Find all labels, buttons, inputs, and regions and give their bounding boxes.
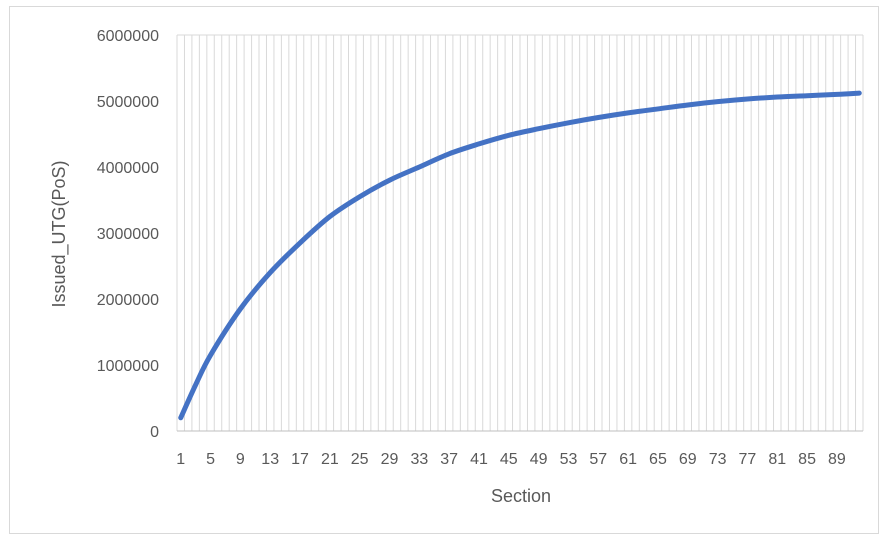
y-tick-label: 4000000 (97, 160, 159, 177)
x-tick-label: 69 (679, 451, 697, 468)
grid-layer (176, 34, 864, 431)
series-line (178, 90, 862, 421)
x-tick-label: 53 (560, 451, 578, 468)
y-tick-label: 1000000 (97, 358, 159, 375)
y-tick-label: 5000000 (97, 94, 159, 111)
x-tick-label: 73 (709, 451, 727, 468)
x-tick-label: 49 (530, 451, 548, 468)
x-tick-label: 81 (768, 451, 786, 468)
chart-frame (9, 6, 879, 534)
x-tick-label: 1 (176, 451, 185, 468)
y-tick-label: 0 (150, 424, 159, 441)
x-tick-label: 21 (321, 451, 339, 468)
x-tick-label: 5 (206, 451, 215, 468)
x-tick-label: 33 (410, 451, 428, 468)
y-tick-label: 2000000 (97, 292, 159, 309)
x-axis-title: Section (491, 486, 551, 506)
x-tick-label: 61 (619, 451, 637, 468)
x-tick-label: 65 (649, 451, 667, 468)
x-tick-label: 45 (500, 451, 518, 468)
x-tick-label: 77 (739, 451, 757, 468)
x-tick-label: 25 (351, 451, 369, 468)
series-layer (178, 90, 862, 421)
x-tick-label: 9 (236, 451, 245, 468)
y-tick-label: 6000000 (97, 28, 159, 45)
x-tick-label: 17 (291, 451, 309, 468)
y-axis-title: Issued_UTG(PoS) (49, 160, 70, 307)
x-tick-label: 29 (381, 451, 399, 468)
axis-layer: 0 1000000 2000000 3000000 4000000 5000000 6000… (97, 28, 863, 468)
x-tick-label: 41 (470, 451, 488, 468)
y-tick-label: 3000000 (97, 226, 159, 243)
x-tick-label: 89 (828, 451, 846, 468)
x-tick-label: 85 (798, 451, 816, 468)
x-tick-label: 13 (261, 451, 279, 468)
x-tick-label: 37 (440, 451, 458, 468)
x-tick-label: 57 (589, 451, 607, 468)
